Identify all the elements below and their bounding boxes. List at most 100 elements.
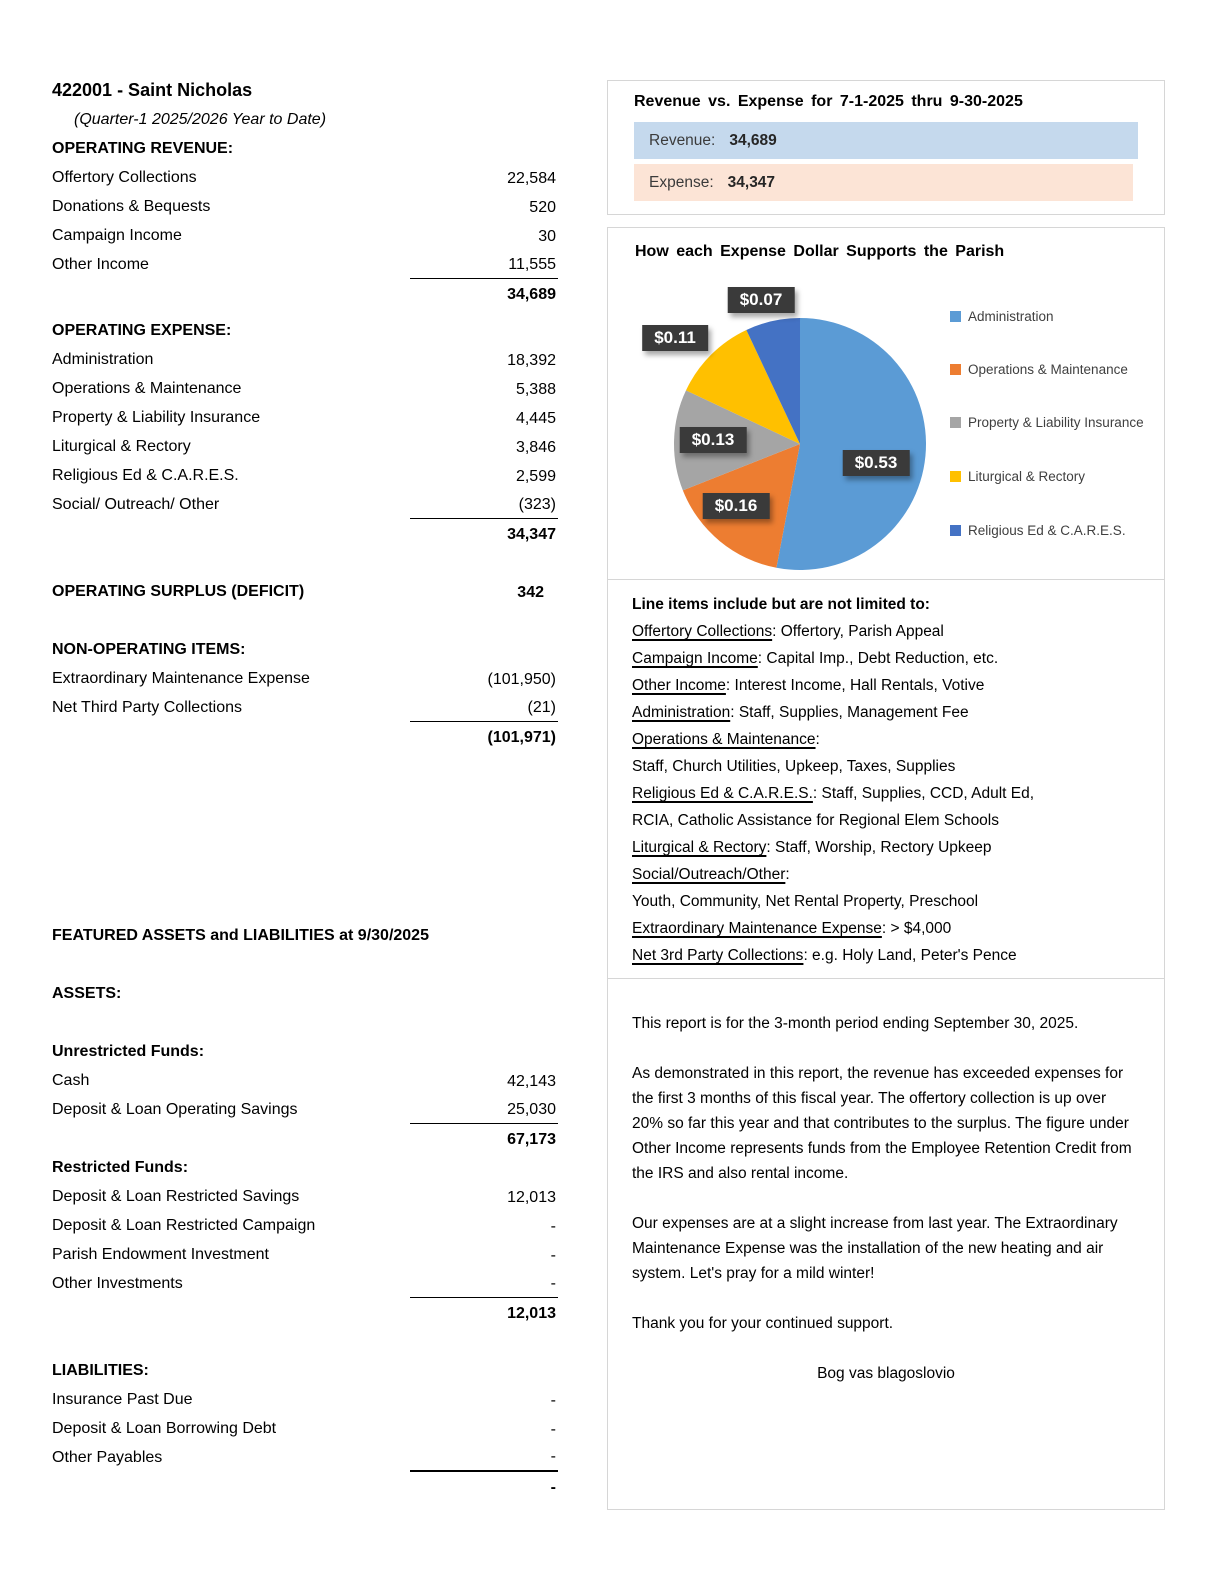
- row-value: 22,584: [507, 170, 556, 187]
- row-value: 25,030: [410, 1096, 558, 1124]
- legend-label: Liturgical & Rectory: [968, 469, 1086, 484]
- surplus-label: OPERATING SURPLUS (DEFICIT): [52, 583, 305, 600]
- line-item: Net 3rd Party Collections: e.g. Holy Lan…: [632, 947, 1017, 964]
- table-row: Parish Endowment Investment -: [52, 1240, 558, 1269]
- table-row: Other Payables -: [52, 1443, 558, 1472]
- commentary-paragraph: Our expenses are at a slight increase fr…: [632, 1215, 1118, 1282]
- row-label: Deposit & Loan Borrowing Debt: [52, 1420, 277, 1437]
- liabilities-total-row: -: [52, 1472, 558, 1501]
- line-item: Religious Ed & C.A.R.E.S.: Staff, Suppli…: [632, 785, 1035, 802]
- pie-chart-title: How each Expense Dollar Supports the Par…: [635, 243, 1005, 260]
- row-label: Social/ Outreach/ Other: [52, 496, 220, 513]
- legend-swatch-liturgical: [950, 471, 961, 482]
- row-label: Property & Liability Insurance: [52, 409, 261, 426]
- pie-data-label-insurance: $0.13: [679, 427, 747, 453]
- pie-data-label-administration: $0.53: [842, 450, 910, 476]
- line-item: Campaign Income: Capital Imp., Debt Redu…: [632, 650, 999, 667]
- line-item: Administration: Staff, Supplies, Managem…: [632, 704, 969, 721]
- row-value: (101,950): [487, 671, 557, 688]
- table-row: Social/ Outreach/ Other (323): [52, 490, 558, 519]
- restricted-total-row: 12,013: [52, 1298, 558, 1327]
- revenue-bar: Revenue: 34,689: [634, 122, 1138, 159]
- legend-swatch-insurance: [950, 417, 961, 428]
- row-value: 18,392: [507, 352, 556, 369]
- table-row: Campaign Income 30: [52, 221, 558, 250]
- report-sidebar: Revenue vs. Expense for 7-1-2025 thru 9-…: [607, 80, 1165, 1510]
- row-label: Deposit & Loan Restricted Savings: [52, 1188, 300, 1205]
- table-row: Administration 18,392: [52, 345, 558, 374]
- section-operating-revenue: OPERATING REVENUE:: [52, 140, 234, 157]
- restricted-funds-heading: Restricted Funds:: [52, 1159, 189, 1176]
- table-row: Cash 42,143: [52, 1066, 558, 1095]
- row-label: Other Investments: [52, 1275, 183, 1292]
- row-label: Parish Endowment Investment: [52, 1246, 269, 1263]
- restricted-total: 12,013: [507, 1305, 556, 1322]
- row-value: 42,143: [507, 1073, 556, 1090]
- line-item: Offertory Collections: Offertory, Parish…: [632, 623, 944, 640]
- pie-slice-3: [685, 329, 800, 444]
- non-operating-total: (101,971): [487, 729, 557, 746]
- revenue-total: 34,689: [507, 286, 556, 303]
- row-value: 2,599: [515, 468, 556, 485]
- line-item: Youth, Community, Net Rental Property, P…: [632, 893, 979, 910]
- line-items-heading: Line items include but are not limited t…: [632, 596, 930, 613]
- table-row: Donations & Bequests 520: [52, 192, 558, 221]
- pie-slice-4: [746, 318, 800, 444]
- row-value: 30: [538, 228, 556, 245]
- legend-swatch-operations: [950, 364, 961, 375]
- commentary-signoff: Bog vas blagoslovio: [817, 1365, 955, 1382]
- legend-label: Property & Liability Insurance: [968, 415, 1144, 430]
- line-item: Other Income: Interest Income, Hall Rent…: [632, 677, 985, 694]
- report-subtitle: (Quarter-1 2025/2026 Year to Date): [74, 111, 327, 128]
- row-value: (21): [410, 694, 558, 722]
- featured-assets-heading: FEATURED ASSETS and LIABILITIES at 9/30/…: [52, 927, 429, 944]
- row-value: -: [550, 1421, 556, 1438]
- table-row: Extraordinary Maintenance Expense (101,9…: [52, 664, 558, 693]
- liabilities-total: -: [550, 1479, 556, 1496]
- row-label: Administration: [52, 351, 154, 368]
- table-row: Deposit & Loan Restricted Savings 12,013: [52, 1182, 558, 1211]
- revenue-bar-value: 34,689: [729, 131, 777, 149]
- revenue-bar-label: Revenue:: [649, 131, 716, 149]
- table-row: Offertory Collections 22,584: [52, 163, 558, 192]
- line-item: Social/Outreach/Other:: [632, 866, 790, 883]
- row-value: 11,555: [410, 251, 558, 279]
- legend-swatch-administration: [950, 311, 961, 322]
- legend-label: Religious Ed & C.A.R.E.S.: [968, 523, 1126, 538]
- line-item: Liturgical & Rectory: Staff, Worship, Re…: [632, 839, 992, 856]
- row-label: Other Income: [52, 256, 149, 273]
- expense-total-row: 34,347: [52, 519, 558, 548]
- legend-item: Administration: [950, 306, 1054, 327]
- table-row: Operations & Maintenance 5,388: [52, 374, 558, 403]
- section-operating-expense: OPERATING EXPENSE:: [52, 322, 232, 339]
- legend-label: Administration: [968, 309, 1054, 324]
- line-item: RCIA, Catholic Assistance for Regional E…: [632, 812, 999, 829]
- expense-pie-chart: [674, 318, 926, 570]
- table-row: Liturgical & Rectory 3,846: [52, 432, 558, 461]
- legend-label: Operations & Maintenance: [968, 362, 1128, 377]
- row-value: 4,445: [515, 410, 556, 427]
- revenue-vs-expense-title: Revenue vs. Expense for 7-1-2025 thru 9-…: [634, 93, 1023, 110]
- commentary-box: This report is for the 3-month period en…: [607, 978, 1165, 1510]
- table-row: Deposit & Loan Operating Savings 25,030: [52, 1095, 558, 1124]
- legend-item: Religious Ed & C.A.R.E.S.: [950, 520, 1126, 541]
- expense-bar-label: Expense:: [649, 173, 714, 191]
- legend-item: Liturgical & Rectory: [950, 466, 1085, 487]
- table-row: Insurance Past Due -: [52, 1385, 558, 1414]
- row-label: Offertory Collections: [52, 169, 197, 186]
- row-value: -: [550, 1392, 556, 1409]
- row-label: Extraordinary Maintenance Expense: [52, 670, 310, 687]
- surplus-row: OPERATING SURPLUS (DEFICIT) 342: [52, 577, 558, 606]
- table-row: Religious Ed & C.A.R.E.S. 2,599: [52, 461, 558, 490]
- row-label: Deposit & Loan Operating Savings: [52, 1101, 298, 1118]
- legend-item: Property & Liability Insurance: [950, 412, 1144, 433]
- row-label: Liturgical & Rectory: [52, 438, 191, 455]
- row-value: -: [550, 1247, 556, 1264]
- expense-bar: Expense: 34,347: [634, 164, 1134, 201]
- table-row: Other Income 11,555: [52, 250, 558, 279]
- page-title: 422001 - Saint Nicholas: [52, 80, 253, 100]
- pie-slice-0: [776, 318, 926, 570]
- unrestricted-total: 67,173: [507, 1131, 556, 1148]
- non-operating-total-row: (101,971): [52, 722, 558, 751]
- unrestricted-funds-heading: Unrestricted Funds:: [52, 1043, 205, 1060]
